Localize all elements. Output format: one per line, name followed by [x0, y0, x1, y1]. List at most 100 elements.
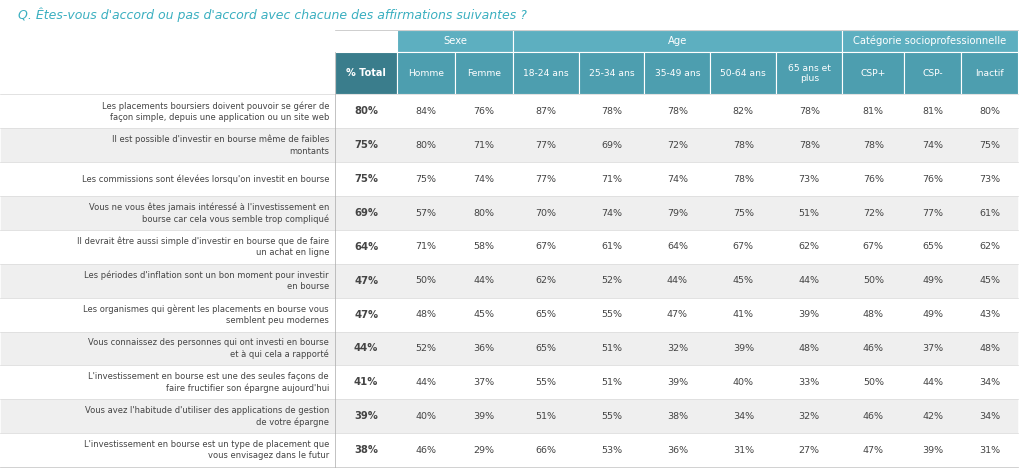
Text: 45%: 45% — [473, 310, 495, 319]
Text: 49%: 49% — [923, 310, 943, 319]
Text: 55%: 55% — [536, 378, 556, 387]
Text: 81%: 81% — [923, 107, 943, 116]
Text: 65%: 65% — [923, 242, 943, 251]
Text: 51%: 51% — [536, 412, 556, 421]
Text: 50-64 ans: 50-64 ans — [721, 69, 766, 78]
Text: 47%: 47% — [354, 310, 378, 319]
Text: 50%: 50% — [416, 276, 436, 285]
Bar — [776, 53, 842, 94]
Bar — [962, 53, 1018, 94]
Text: 76%: 76% — [923, 174, 943, 184]
Text: 78%: 78% — [733, 174, 754, 184]
Text: 38%: 38% — [667, 412, 688, 421]
Text: 36%: 36% — [473, 344, 495, 353]
Text: Les commissions sont élevées lorsqu'on investit en bourse: Les commissions sont élevées lorsqu'on i… — [82, 174, 329, 184]
Text: 73%: 73% — [799, 174, 820, 184]
Text: 75%: 75% — [354, 174, 378, 184]
Text: 29%: 29% — [473, 446, 495, 454]
Text: 57%: 57% — [416, 209, 436, 218]
Text: 50%: 50% — [863, 276, 884, 285]
Text: Il devrait être aussi simple d'investir en bourse que de faire
un achat en ligne: Il devrait être aussi simple d'investir … — [77, 236, 329, 257]
Text: 67%: 67% — [733, 242, 754, 251]
Text: 35-49 ans: 35-49 ans — [654, 69, 700, 78]
Bar — [0, 196, 1018, 230]
Text: 78%: 78% — [799, 107, 820, 116]
Text: 80%: 80% — [979, 107, 1000, 116]
Text: 48%: 48% — [799, 344, 820, 353]
Text: 75%: 75% — [733, 209, 754, 218]
Text: 62%: 62% — [536, 276, 556, 285]
Bar — [711, 53, 776, 94]
Text: 41%: 41% — [733, 310, 754, 319]
Text: Vous avez l'habitude d'utiliser des applications de gestion
de votre épargne: Vous avez l'habitude d'utiliser des appl… — [85, 406, 329, 427]
Text: 45%: 45% — [733, 276, 754, 285]
Text: Les placements boursiers doivent pouvoir se gérer de
façon simple, depuis une ap: Les placements boursiers doivent pouvoir… — [101, 101, 329, 122]
Text: 25-34 ans: 25-34 ans — [589, 69, 634, 78]
Bar — [842, 53, 904, 94]
Text: 39%: 39% — [733, 344, 754, 353]
Text: 34%: 34% — [979, 412, 1000, 421]
Text: 55%: 55% — [601, 412, 622, 421]
Text: 44%: 44% — [923, 378, 943, 387]
Text: 72%: 72% — [863, 209, 884, 218]
Text: 71%: 71% — [601, 174, 622, 184]
Text: 39%: 39% — [923, 446, 943, 454]
Text: 44%: 44% — [416, 378, 436, 387]
Text: Homme: Homme — [409, 69, 444, 78]
Text: Age: Age — [668, 36, 687, 46]
Text: 44%: 44% — [799, 276, 820, 285]
Text: 72%: 72% — [667, 141, 688, 150]
Text: 45%: 45% — [979, 276, 1000, 285]
Text: CSP-: CSP- — [923, 69, 943, 78]
Text: 32%: 32% — [799, 412, 820, 421]
Text: 65 ans et
plus: 65 ans et plus — [787, 64, 830, 83]
Text: 51%: 51% — [601, 378, 622, 387]
Text: 18-24 ans: 18-24 ans — [523, 69, 568, 78]
Text: 55%: 55% — [601, 310, 622, 319]
Bar — [0, 162, 1018, 196]
Text: 61%: 61% — [601, 242, 622, 251]
Text: 78%: 78% — [601, 107, 622, 116]
Text: 48%: 48% — [863, 310, 884, 319]
Bar — [0, 399, 1018, 433]
Text: 78%: 78% — [799, 141, 820, 150]
Text: 40%: 40% — [733, 378, 754, 387]
Text: 34%: 34% — [979, 378, 1000, 387]
Text: 78%: 78% — [863, 141, 884, 150]
Bar — [0, 129, 1018, 162]
Text: 48%: 48% — [979, 344, 1000, 353]
Text: 52%: 52% — [416, 344, 436, 353]
Text: 39%: 39% — [799, 310, 820, 319]
Bar — [335, 53, 397, 94]
Text: 69%: 69% — [601, 141, 622, 150]
Text: Vous connaissez des personnes qui ont investi en bourse
et à qui cela a rapporté: Vous connaissez des personnes qui ont in… — [88, 338, 329, 359]
Text: 77%: 77% — [536, 141, 556, 150]
Text: Q. Êtes-vous d'accord ou pas d'accord avec chacune des affirmations suivantes ?: Q. Êtes-vous d'accord ou pas d'accord av… — [18, 7, 527, 22]
Bar — [0, 332, 1018, 365]
Text: 78%: 78% — [667, 107, 688, 116]
Text: 80%: 80% — [416, 141, 436, 150]
Text: 31%: 31% — [979, 446, 1000, 454]
Text: CSP+: CSP+ — [860, 69, 886, 78]
Bar — [904, 53, 962, 94]
Bar — [579, 53, 644, 94]
Bar — [397, 53, 455, 94]
Text: 42%: 42% — [923, 412, 943, 421]
Text: 70%: 70% — [536, 209, 556, 218]
Text: 84%: 84% — [416, 107, 436, 116]
Text: 77%: 77% — [536, 174, 556, 184]
Text: 39%: 39% — [667, 378, 688, 387]
Text: 81%: 81% — [863, 107, 884, 116]
Text: 65%: 65% — [536, 310, 556, 319]
Text: 66%: 66% — [536, 446, 556, 454]
Text: 78%: 78% — [733, 141, 754, 150]
Text: 74%: 74% — [473, 174, 495, 184]
Text: 41%: 41% — [354, 378, 378, 387]
Text: Les périodes d'inflation sont un bon moment pour investir
en bourse: Les périodes d'inflation sont un bon mom… — [84, 271, 329, 291]
Bar — [0, 365, 1018, 399]
Text: Catégorie socioprofessionnelle: Catégorie socioprofessionnelle — [853, 36, 1007, 46]
Bar — [513, 30, 842, 53]
Text: 46%: 46% — [863, 344, 884, 353]
Text: 37%: 37% — [473, 378, 495, 387]
Text: 34%: 34% — [733, 412, 754, 421]
